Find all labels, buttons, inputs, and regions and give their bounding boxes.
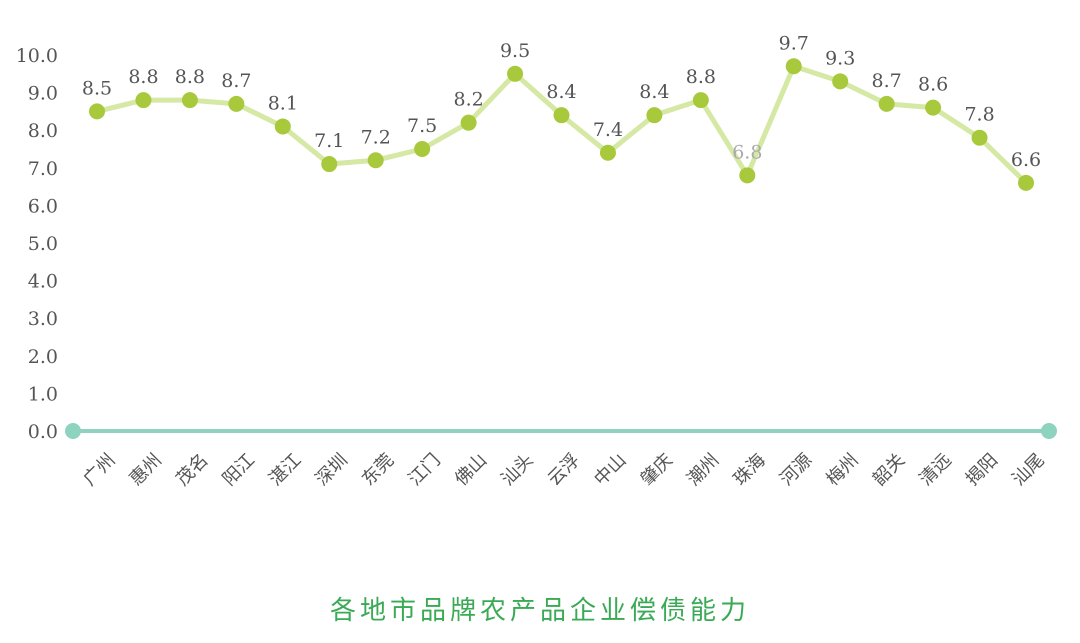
data-label: 7.1: [314, 130, 344, 152]
y-tick-label: 10.0: [16, 45, 58, 67]
x-tick-label: 韶关: [869, 450, 909, 490]
y-tick-label: 7.0: [28, 158, 58, 180]
chart-title: 各地市品牌农产品企业偿债能力: [329, 596, 750, 626]
y-tick-label: 0.0: [28, 421, 58, 443]
data-label: 8.4: [639, 81, 669, 103]
data-point: [599, 144, 616, 161]
x-tick-label: 中山: [590, 450, 630, 490]
y-tick-label: 6.0: [28, 195, 58, 217]
data-label: 9.3: [825, 47, 855, 69]
axis-end-dot: [65, 423, 81, 439]
data-point: [553, 107, 570, 124]
x-tick-label: 深圳: [312, 450, 352, 490]
data-label: 8.6: [918, 74, 948, 96]
data-point: [832, 73, 849, 90]
data-label: 8.8: [686, 66, 716, 88]
data-label: 8.4: [546, 81, 576, 103]
data-point: [785, 58, 802, 75]
y-tick-label: 9.0: [28, 83, 58, 105]
x-tick-label: 汕尾: [1008, 450, 1048, 490]
data-point: [460, 114, 477, 131]
y-tick-label: 4.0: [28, 271, 58, 293]
y-tick-label: 2.0: [28, 346, 58, 368]
x-tick-label: 湛江: [265, 450, 305, 490]
y-tick-label: 8.0: [28, 120, 58, 142]
x-tick-label: 茂名: [172, 450, 212, 490]
data-label: 8.2: [453, 89, 483, 111]
data-label: 7.8: [964, 104, 994, 126]
x-tick-label: 汕头: [497, 450, 537, 490]
x-tick-label: 佛山: [451, 450, 491, 490]
x-tick-label: 潮州: [683, 450, 723, 490]
data-point: [321, 156, 338, 173]
x-tick-label: 阳江: [219, 450, 259, 490]
x-tick-label: 梅州: [822, 450, 862, 490]
axis-end-dot: [1041, 423, 1057, 439]
data-point: [228, 95, 245, 112]
x-tick-label: 惠州: [126, 450, 166, 490]
data-label: 8.7: [872, 70, 902, 92]
x-tick-label: 清远: [915, 450, 955, 490]
data-point: [89, 103, 105, 120]
data-point: [739, 167, 756, 184]
x-tick-label: 江门: [404, 450, 444, 490]
data-point: [646, 107, 663, 124]
data-point: [274, 118, 291, 135]
data-label: 8.1: [268, 92, 298, 114]
x-tick-label: 东莞: [358, 450, 398, 490]
data-label: 9.5: [500, 40, 530, 62]
data-label: 7.5: [407, 115, 437, 137]
y-tick-label: 1.0: [28, 383, 58, 405]
x-tick-label: 珠海: [730, 450, 770, 490]
data-point: [878, 95, 895, 112]
data-label: 7.4: [593, 119, 623, 141]
x-tick-label: 河源: [776, 450, 816, 490]
data-point: [692, 92, 709, 109]
data-point: [1018, 174, 1034, 191]
data-label: 9.7: [779, 32, 809, 54]
data-point: [414, 141, 431, 157]
x-tick-label: 广州: [79, 450, 119, 490]
data-label: 8.5: [82, 77, 112, 99]
data-label: 8.8: [128, 66, 158, 88]
x-tick-label: 揭阳: [962, 450, 1002, 490]
data-point: [971, 129, 988, 146]
data-label: 6.6: [1011, 149, 1041, 171]
data-label: 7.2: [361, 126, 391, 148]
data-point: [925, 99, 942, 116]
x-tick-label: 肇庆: [637, 450, 677, 490]
x-tick-label: 云浮: [544, 450, 584, 490]
data-point: [367, 152, 384, 169]
data-point: [507, 65, 524, 82]
y-tick-label: 3.0: [28, 308, 58, 330]
data-point: [181, 92, 198, 109]
data-label: 8.7: [221, 70, 251, 92]
data-point: [135, 92, 152, 109]
data-label: 8.8: [175, 66, 205, 88]
y-tick-label: 5.0: [28, 233, 58, 255]
data-label: 6.8: [732, 141, 762, 163]
